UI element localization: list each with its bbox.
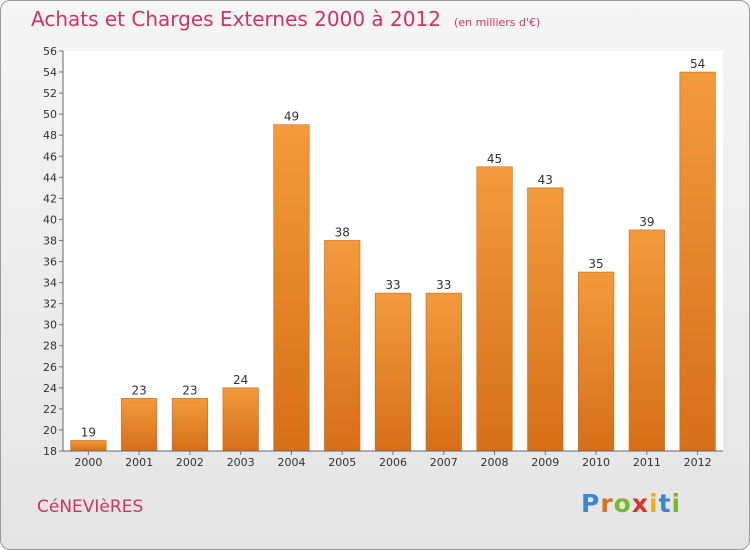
y-tick-label: 44 xyxy=(43,171,57,184)
proxiti-logo[interactable]: Proxiti xyxy=(581,489,681,518)
data-label: 33 xyxy=(436,278,451,292)
x-tick-label: 2005 xyxy=(328,456,356,469)
bar xyxy=(628,229,665,452)
y-tick-label: 24 xyxy=(43,382,57,395)
x-tick-label: 2004 xyxy=(277,456,305,469)
data-label: 43 xyxy=(538,173,553,187)
data-label: 45 xyxy=(487,152,502,166)
data-label: 24 xyxy=(233,373,248,387)
title-row: Achats et Charges Externes 2000 à 2012 (… xyxy=(31,7,540,31)
chart-title: Achats et Charges Externes 2000 à 2012 xyxy=(31,7,441,31)
logo-letter: t xyxy=(658,489,672,518)
x-tick-label: 2003 xyxy=(227,456,255,469)
y-tick-label: 52 xyxy=(43,87,57,100)
y-tick-label: 46 xyxy=(43,150,57,163)
y-tick-label: 20 xyxy=(43,424,57,437)
bar xyxy=(374,292,412,452)
y-tick-label: 22 xyxy=(43,403,57,416)
data-label: 23 xyxy=(182,383,197,397)
data-label: 19 xyxy=(81,425,96,439)
y-tick-label: 34 xyxy=(43,277,57,290)
data-label: 39 xyxy=(639,215,654,229)
x-tick-label: 2001 xyxy=(125,456,153,469)
logo-letter: i xyxy=(649,489,659,518)
y-tick-label: 38 xyxy=(43,234,57,247)
y-tick-label: 50 xyxy=(43,108,57,121)
y-tick-label: 42 xyxy=(43,192,57,205)
x-tick-label: 2006 xyxy=(379,456,407,469)
y-tick-label: 54 xyxy=(43,66,57,79)
bar xyxy=(527,187,564,452)
bar xyxy=(121,398,158,452)
logo-letter: o xyxy=(613,489,632,518)
y-tick-label: 48 xyxy=(43,129,57,142)
data-label: 38 xyxy=(335,225,350,239)
chart-unit-label: (en milliers d'€) xyxy=(454,16,541,29)
y-tick-label: 36 xyxy=(43,256,57,269)
bar xyxy=(476,166,513,452)
bar xyxy=(273,124,310,452)
x-tick-label: 2009 xyxy=(531,456,559,469)
bar xyxy=(70,440,107,452)
y-tick-label: 40 xyxy=(43,213,57,226)
y-tick-label: 18 xyxy=(43,445,57,458)
y-tick-label: 26 xyxy=(43,361,57,374)
y-tick-label: 32 xyxy=(43,298,57,311)
bar xyxy=(578,271,615,452)
x-tick-label: 2011 xyxy=(633,456,661,469)
logo-letter: r xyxy=(600,489,614,518)
y-tick-label: 30 xyxy=(43,319,57,332)
data-label: 35 xyxy=(588,257,603,271)
x-tick-label: 2012 xyxy=(684,456,712,469)
logo-letter: P xyxy=(581,489,601,518)
bar xyxy=(222,387,259,452)
x-tick-label: 2010 xyxy=(582,456,610,469)
bar xyxy=(324,240,361,452)
bar xyxy=(171,398,208,452)
x-tick-label: 2007 xyxy=(430,456,458,469)
bar xyxy=(425,292,462,452)
logo-letter: i xyxy=(671,489,682,518)
y-tick-label: 56 xyxy=(43,45,57,58)
data-label: 33 xyxy=(385,278,400,292)
data-label: 23 xyxy=(132,383,147,397)
data-label: 54 xyxy=(690,57,705,71)
x-tick-label: 2002 xyxy=(176,456,204,469)
x-tick-label: 2008 xyxy=(481,456,509,469)
y-tick-label: 28 xyxy=(43,340,57,353)
data-label: 49 xyxy=(284,110,299,124)
x-tick-label: 2000 xyxy=(74,456,102,469)
logo-letter: x xyxy=(631,489,649,518)
commune-name: CéNEVIèRES xyxy=(37,497,144,517)
bar xyxy=(679,71,716,452)
